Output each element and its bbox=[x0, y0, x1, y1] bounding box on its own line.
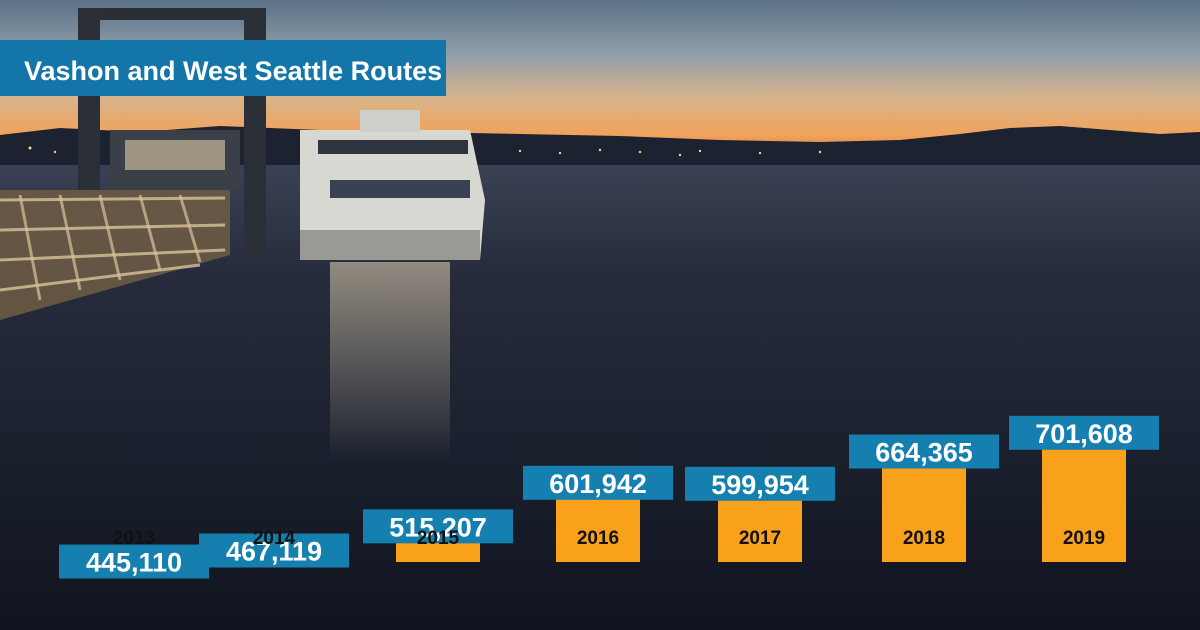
value-label-2018: 664,365 bbox=[875, 437, 973, 467]
value-label-bg-2014 bbox=[199, 533, 349, 568]
value-label-2017: 599,954 bbox=[711, 470, 809, 500]
value-label-2014: 467,119 bbox=[226, 537, 322, 567]
value-label-bg-2017 bbox=[685, 466, 835, 501]
value-label-2015: 515,207 bbox=[389, 512, 487, 542]
value-label-bg-2015 bbox=[363, 509, 513, 544]
title-background bbox=[0, 40, 446, 96]
category-label-2013: 2013 bbox=[113, 528, 155, 549]
category-label-2014: 2014 bbox=[253, 528, 296, 549]
value-label-2019: 701,608 bbox=[1035, 419, 1133, 449]
title-banner: Vashon and West Seattle Routes bbox=[0, 40, 446, 96]
category-label-2019: 2019 bbox=[1063, 528, 1105, 549]
bar-2019 bbox=[1042, 433, 1126, 562]
value-label-2013: 445,110 bbox=[86, 548, 182, 578]
value-label-bg-2018 bbox=[849, 434, 999, 469]
value-label-bg-2013 bbox=[59, 544, 209, 579]
category-label-2015: 2015 bbox=[417, 528, 460, 549]
category-label-2017: 2017 bbox=[739, 528, 781, 549]
bar-2018 bbox=[882, 452, 966, 562]
chart-title: Vashon and West Seattle Routes bbox=[24, 56, 442, 86]
category-label-2018: 2018 bbox=[903, 528, 945, 549]
city-lights bbox=[28, 146, 822, 157]
value-label-bg-2019 bbox=[1009, 415, 1159, 450]
value-label-2016: 601,942 bbox=[549, 469, 647, 499]
value-label-bg-2016 bbox=[523, 465, 673, 500]
category-label-2016: 2016 bbox=[577, 528, 619, 549]
ferry bbox=[300, 110, 485, 462]
